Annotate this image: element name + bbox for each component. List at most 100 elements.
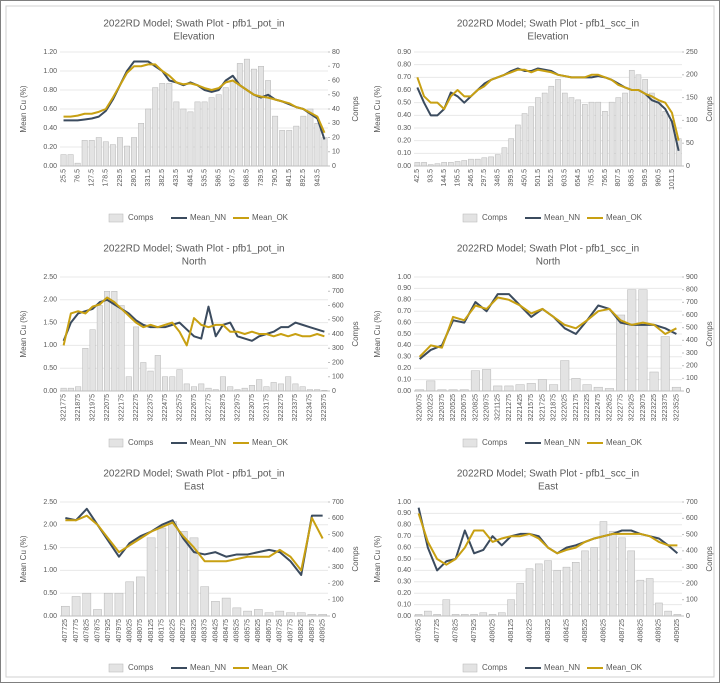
- x-tick-label: 841.5: [286, 169, 293, 187]
- bar: [89, 329, 96, 392]
- bar: [424, 610, 432, 617]
- bar: [655, 602, 663, 617]
- bar: [198, 383, 205, 392]
- bar: [582, 384, 592, 392]
- bar: [507, 599, 515, 617]
- x-tick-label: 3222475: [162, 394, 169, 421]
- bar: [307, 108, 314, 167]
- x-tick-label: 3222925: [629, 394, 636, 421]
- x-tick-label: 3220225: [428, 394, 435, 421]
- bar: [208, 97, 215, 167]
- bar: [628, 69, 635, 167]
- bar: [75, 386, 82, 392]
- y-tick-label: 0.00: [397, 388, 411, 395]
- bar: [133, 326, 140, 392]
- x-tick-label: 3220975: [483, 394, 490, 421]
- y-tick-label: 0.80: [397, 297, 411, 304]
- x-tick-label: 3220675: [461, 394, 468, 421]
- x-tick-label: 1011.5: [669, 169, 676, 190]
- chart: 2022RD Model; Swath Plot - pfb1_scc_in Ea…: [373, 469, 714, 673]
- y-tick-label: 0.90: [397, 49, 411, 56]
- x-tick-label: 943.5: [314, 169, 321, 187]
- x-tick-label: 535.5: [201, 169, 208, 187]
- legend-label: Comps: [482, 663, 507, 672]
- bar: [448, 162, 454, 167]
- inner-frame: [5, 5, 715, 678]
- y-tick-label: 2.00: [43, 522, 57, 529]
- y2-axis-title: Comps: [705, 546, 714, 571]
- bar: [534, 563, 543, 617]
- bar: [263, 386, 270, 392]
- chart: 2022RD Model; Swath Plot - pfb1_pot_in Ea…: [19, 469, 360, 673]
- bar: [183, 383, 190, 392]
- x-tick-label: 407875: [94, 619, 101, 642]
- y-tick-label: 0.50: [397, 556, 411, 563]
- x-tick-label: 408675: [266, 619, 273, 642]
- y-tick-label: 1.20: [43, 49, 57, 56]
- legend-label: Comps: [482, 438, 507, 447]
- y2-tick-label: 700: [332, 499, 344, 506]
- y2-tick-label: 10: [332, 149, 340, 156]
- chart-subtitle: East: [184, 482, 204, 493]
- bar: [568, 97, 575, 167]
- bar: [560, 360, 570, 392]
- bar: [243, 610, 252, 617]
- bar: [494, 154, 501, 167]
- y2-tick-label: 600: [686, 312, 698, 319]
- y2-tick-label: 400: [332, 331, 344, 338]
- chart: 2022RD Model; Swath Plot - pfb1_scc_in El…: [373, 19, 714, 223]
- y-tick-label: 0.10: [397, 601, 411, 608]
- y-tick-label: 0.40: [397, 567, 411, 574]
- x-tick-label: 3222875: [220, 394, 227, 421]
- bar: [176, 369, 183, 392]
- x-tick-label: 408875: [309, 619, 316, 642]
- x-tick-label: 3221275: [506, 394, 513, 421]
- x-tick-label: 408225: [526, 619, 533, 642]
- y2-tick-label: 500: [332, 531, 344, 538]
- y2-tick-label: 400: [686, 337, 698, 344]
- bar: [292, 383, 299, 392]
- bar: [504, 385, 514, 392]
- legend-swatch: [462, 213, 478, 223]
- x-tick-label: 408125: [508, 619, 515, 642]
- bar: [638, 289, 648, 392]
- bar: [582, 104, 588, 167]
- bar: [608, 531, 617, 617]
- bar: [243, 58, 250, 167]
- x-tick-label: 3222175: [118, 394, 125, 421]
- bar: [618, 537, 626, 617]
- x-tick-label: 501.5: [535, 169, 542, 187]
- x-tick-label: 3221875: [550, 394, 557, 421]
- legend-swatch: [108, 438, 124, 448]
- bar: [200, 586, 210, 617]
- y-tick-label: 0.60: [397, 87, 411, 94]
- bar: [421, 162, 427, 167]
- x-tick-label: 297.5: [481, 169, 488, 187]
- x-tick-label: 3221875: [75, 394, 82, 421]
- y-tick-label: 0.10: [397, 376, 411, 383]
- x-tick-label: 408325: [191, 619, 198, 642]
- bar: [102, 141, 109, 167]
- y-tick-label: 2.00: [43, 297, 57, 304]
- x-tick-label: 408425: [563, 619, 570, 642]
- legend-label: Mean_OK: [252, 213, 289, 222]
- y2-tick-label: 200: [686, 72, 698, 79]
- x-tick-label: 3223275: [278, 394, 285, 421]
- y2-tick-label: 80: [332, 49, 340, 56]
- x-tick-label: 407825: [452, 619, 459, 642]
- x-tick-label: 407975: [116, 619, 123, 642]
- x-tick-label: 127.5: [89, 169, 96, 187]
- x-tick-label: 3223375: [662, 394, 669, 421]
- bar: [528, 106, 535, 167]
- x-tick-label: 892.5: [300, 169, 307, 187]
- line-series: [65, 514, 324, 572]
- y-tick-label: 0.40: [43, 125, 57, 132]
- y2-tick-label: 0: [332, 613, 336, 620]
- line-series: [62, 296, 325, 347]
- y-tick-label: 0.00: [43, 613, 57, 620]
- bar: [82, 592, 92, 617]
- legend-label: Mean_NN: [190, 213, 226, 222]
- bar: [109, 144, 116, 167]
- y2-tick-label: 600: [332, 515, 344, 522]
- bar: [635, 74, 642, 167]
